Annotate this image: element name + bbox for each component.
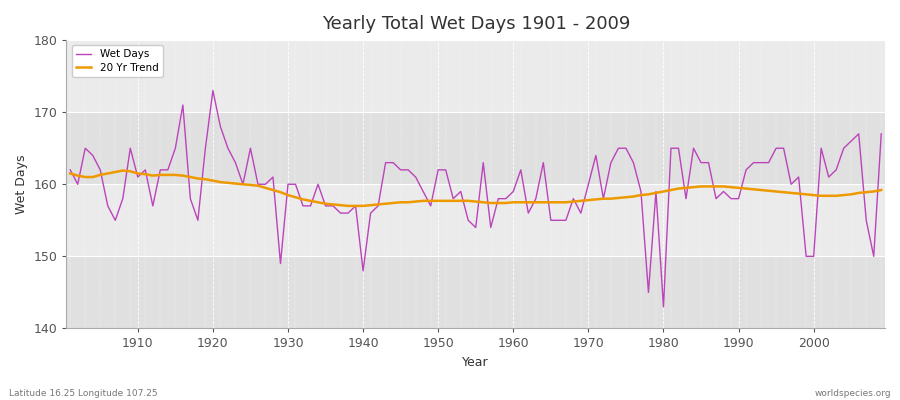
Bar — [67, 256, 885, 328]
Legend: Wet Days, 20 Yr Trend: Wet Days, 20 Yr Trend — [72, 45, 163, 77]
20 Yr Trend — [523, 200, 534, 205]
Bar — [67, 40, 885, 112]
Wet Days — [208, 88, 219, 93]
Wet Days — [343, 211, 354, 216]
Title: Yearly Total Wet Days 1901 - 2009: Yearly Total Wet Days 1901 - 2009 — [321, 15, 630, 33]
20 Yr Trend — [343, 204, 354, 208]
Y-axis label: Wet Days: Wet Days — [15, 154, 28, 214]
Bar — [67, 112, 885, 184]
Wet Days — [606, 160, 616, 165]
20 Yr Trend — [65, 171, 76, 176]
Wet Days — [125, 146, 136, 151]
20 Yr Trend — [132, 171, 143, 176]
X-axis label: Year: Year — [463, 356, 489, 369]
Text: Latitude 16.25 Longitude 107.25: Latitude 16.25 Longitude 107.25 — [9, 389, 157, 398]
Wet Days — [876, 132, 886, 136]
20 Yr Trend — [613, 196, 624, 200]
20 Yr Trend — [350, 204, 361, 208]
Wet Days — [516, 168, 526, 172]
Wet Days — [508, 189, 518, 194]
Line: 20 Yr Trend: 20 Yr Trend — [70, 170, 881, 206]
20 Yr Trend — [298, 197, 309, 202]
Wet Days — [298, 204, 309, 208]
Bar — [67, 184, 885, 256]
Wet Days — [65, 168, 76, 172]
Wet Days — [658, 304, 669, 309]
Line: Wet Days: Wet Days — [70, 90, 881, 307]
Text: worldspecies.org: worldspecies.org — [814, 389, 891, 398]
20 Yr Trend — [117, 168, 128, 173]
20 Yr Trend — [516, 200, 526, 205]
20 Yr Trend — [876, 188, 886, 192]
